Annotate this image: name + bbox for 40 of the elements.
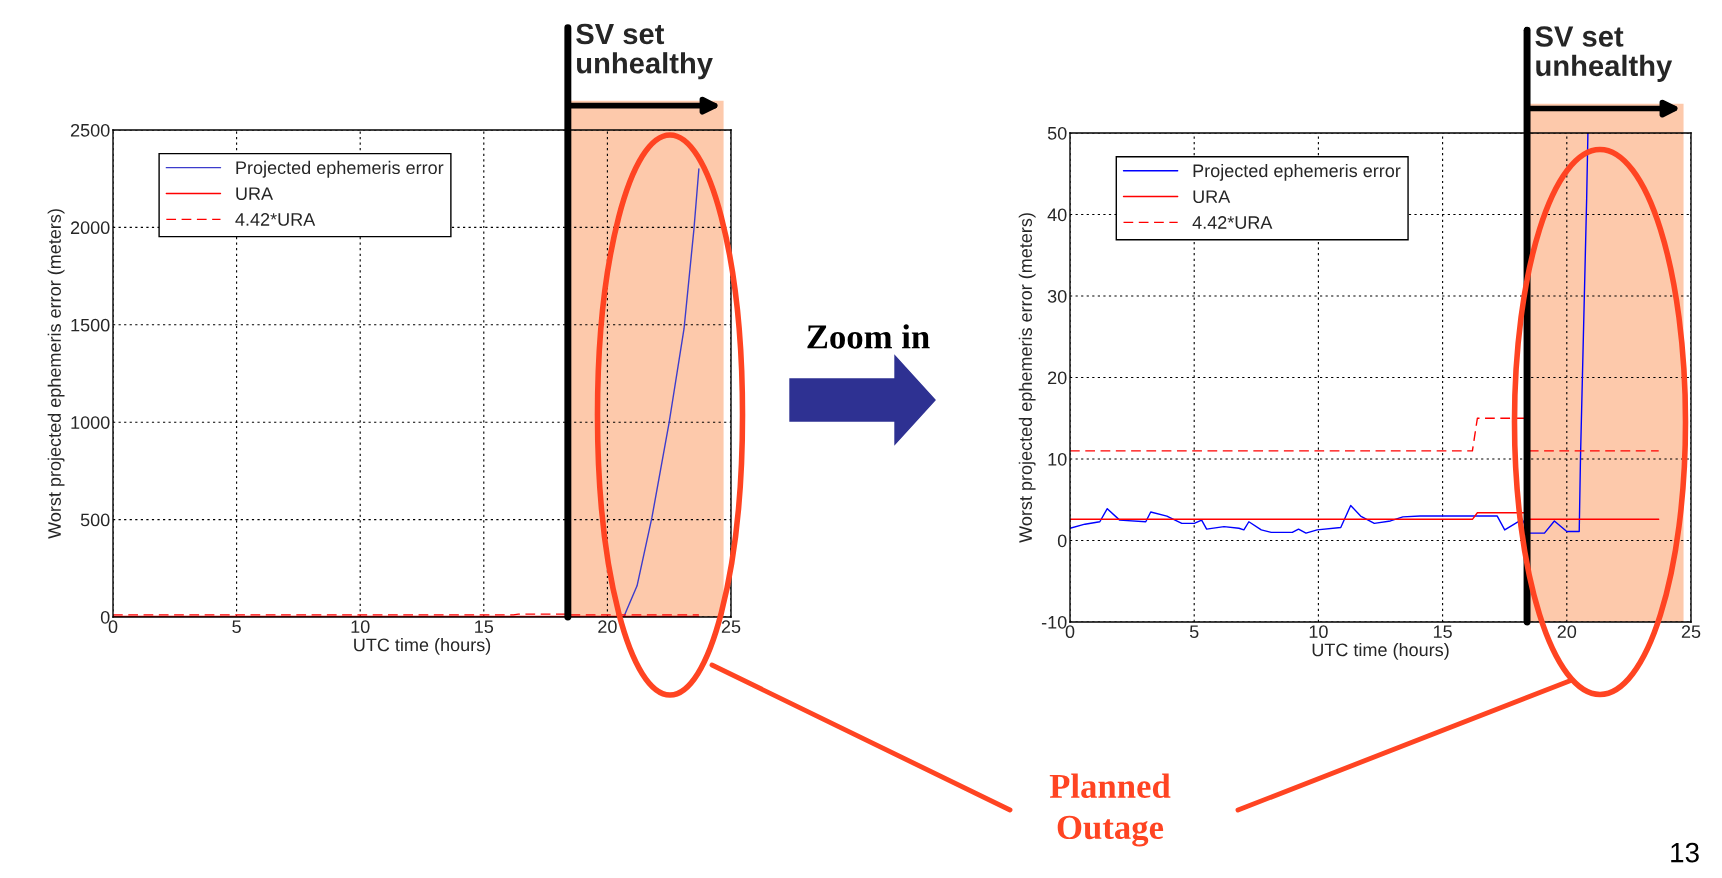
line-series bbox=[623, 168, 700, 617]
x-tick-label: 20 bbox=[598, 620, 617, 634]
x-axis-title: UTC time (hours) bbox=[1312, 643, 1449, 660]
legend-label: 4.42*URA bbox=[1192, 216, 1273, 229]
y-tick-label: 20 bbox=[1048, 371, 1067, 385]
y-tick-label: 10 bbox=[1048, 452, 1067, 466]
text: Zoom in bbox=[807, 324, 930, 349]
y-axis-title: Worst projected ephemeris error (meters) bbox=[1018, 213, 1036, 543]
y-tick-label: 2500 bbox=[70, 123, 110, 137]
y-tick-label: 2000 bbox=[70, 221, 110, 235]
legend-label: URA bbox=[1193, 190, 1231, 204]
x-tick-label: 10 bbox=[351, 620, 370, 634]
legend-label: Projected ephemeris error bbox=[236, 160, 444, 178]
ref-line-label: SV set unhealthy bbox=[576, 23, 713, 80]
y-tick-label: 1500 bbox=[71, 318, 110, 332]
y-tick-label: 0 bbox=[100, 610, 110, 624]
x-tick-label: 25 bbox=[1681, 625, 1701, 639]
x-tick-label: 25 bbox=[721, 620, 741, 634]
y-tick-label: 40 bbox=[1047, 208, 1067, 222]
y-tick-label: 50 bbox=[1047, 126, 1067, 140]
y-tick-label: 0 bbox=[1057, 534, 1067, 548]
ref-line-label: SV set unhealthy bbox=[1535, 26, 1673, 82]
y-tick-label: 1000 bbox=[71, 416, 110, 429]
x-tick-label: 5 bbox=[232, 620, 241, 634]
text: 13 bbox=[1671, 842, 1699, 863]
x-tick-label: 5 bbox=[1189, 625, 1199, 639]
y-tick-label: 500 bbox=[80, 513, 110, 527]
x-tick-label: 15 bbox=[475, 620, 494, 634]
y-tick-label: -10 bbox=[1041, 615, 1067, 629]
x-tick-label: 15 bbox=[1433, 625, 1452, 639]
legend-label: Projected ephemeris error bbox=[1193, 163, 1401, 181]
y-tick-label: 30 bbox=[1047, 289, 1067, 303]
x-axis-title: UTC time (hours) bbox=[354, 638, 491, 655]
line-series bbox=[1070, 133, 1589, 534]
legend-label: URA bbox=[236, 187, 274, 200]
x-tick-label: 20 bbox=[1557, 625, 1577, 639]
legend-label: 4.42*URA bbox=[235, 213, 316, 226]
y-axis-title: Worst projected ephemeris error (meters) bbox=[47, 209, 65, 539]
text: Planned Outage bbox=[1049, 773, 1171, 847]
x-tick-label: 10 bbox=[1309, 625, 1328, 639]
